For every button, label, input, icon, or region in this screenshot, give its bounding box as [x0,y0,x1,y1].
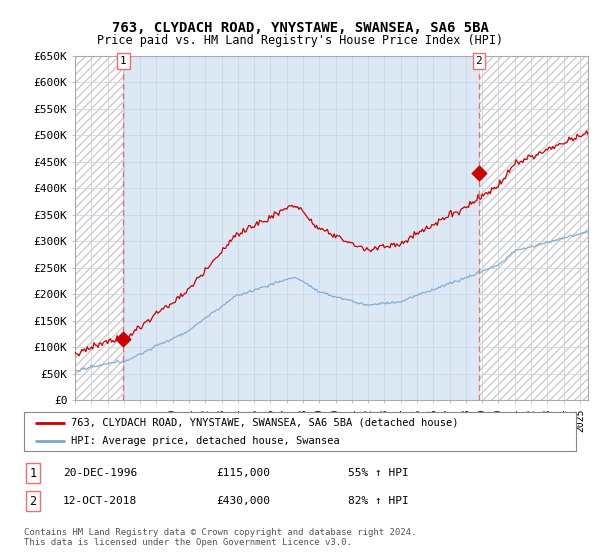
Text: 763, CLYDACH ROAD, YNYSTAWE, SWANSEA, SA6 5BA: 763, CLYDACH ROAD, YNYSTAWE, SWANSEA, SA… [112,21,488,35]
Text: 2: 2 [29,494,37,508]
Bar [75,56,124,400]
Text: Price paid vs. HM Land Registry's House Price Index (HPI): Price paid vs. HM Land Registry's House … [97,34,503,46]
Text: 12-OCT-2018: 12-OCT-2018 [63,496,137,506]
Text: £430,000: £430,000 [216,496,270,506]
Point [474,168,484,177]
Text: Contains HM Land Registry data © Crown copyright and database right 2024.
This d: Contains HM Land Registry data © Crown c… [24,528,416,547]
Text: 2: 2 [475,56,482,66]
Text: 55% ↑ HPI: 55% ↑ HPI [348,468,409,478]
Text: 20-DEC-1996: 20-DEC-1996 [63,468,137,478]
Text: 1: 1 [29,466,37,480]
Bar [479,56,588,400]
Text: HPI: Average price, detached house, Swansea: HPI: Average price, detached house, Swan… [71,436,340,446]
Text: £115,000: £115,000 [216,468,270,478]
Text: 82% ↑ HPI: 82% ↑ HPI [348,496,409,506]
Text: 1: 1 [120,56,127,66]
Bar [75,56,124,400]
Bar [479,56,588,400]
Point [119,335,128,344]
Text: 763, CLYDACH ROAD, YNYSTAWE, SWANSEA, SA6 5BA (detached house): 763, CLYDACH ROAD, YNYSTAWE, SWANSEA, SA… [71,418,458,428]
